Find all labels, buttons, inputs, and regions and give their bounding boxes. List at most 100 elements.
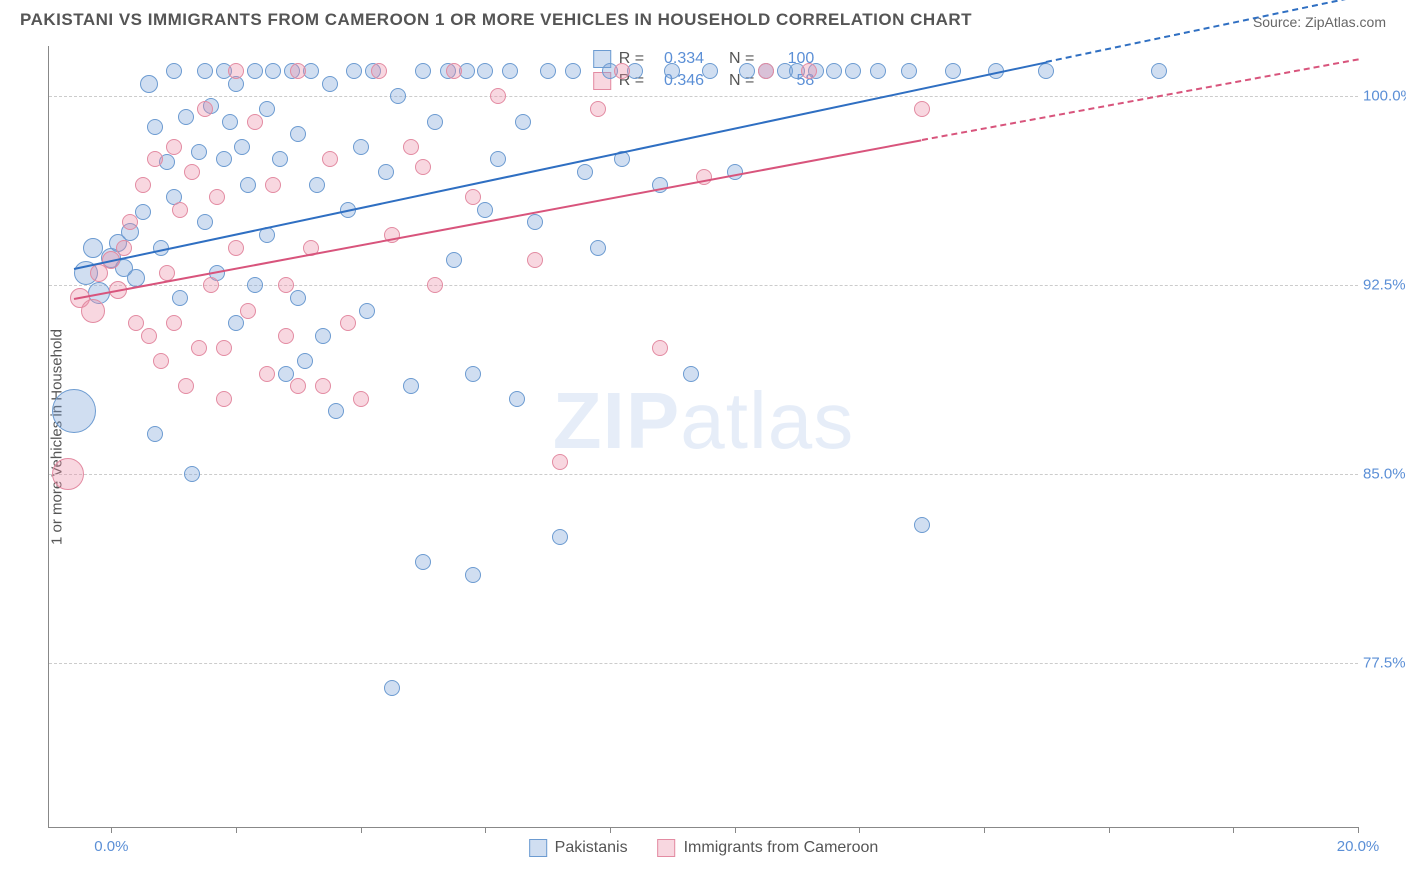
data-point bbox=[247, 114, 263, 130]
data-point bbox=[216, 391, 232, 407]
data-point bbox=[353, 391, 369, 407]
data-point bbox=[81, 299, 105, 323]
data-point bbox=[359, 303, 375, 319]
data-point bbox=[259, 366, 275, 382]
data-point bbox=[315, 328, 331, 344]
data-point bbox=[758, 63, 774, 79]
x-tick bbox=[735, 827, 736, 833]
data-point bbox=[590, 101, 606, 117]
data-point bbox=[265, 177, 281, 193]
data-point bbox=[272, 151, 288, 167]
data-point bbox=[415, 554, 431, 570]
data-point bbox=[191, 340, 207, 356]
data-point bbox=[290, 378, 306, 394]
legend-item: Pakistanis bbox=[529, 839, 628, 857]
data-point bbox=[465, 567, 481, 583]
data-point bbox=[446, 252, 462, 268]
data-point bbox=[490, 151, 506, 167]
data-point bbox=[427, 277, 443, 293]
legend-label: Pakistanis bbox=[555, 839, 628, 857]
data-point bbox=[203, 277, 219, 293]
data-point bbox=[178, 378, 194, 394]
data-point bbox=[371, 63, 387, 79]
data-point bbox=[240, 303, 256, 319]
data-point bbox=[290, 126, 306, 142]
plot-area: 1 or more Vehicles in Household ZIPatlas… bbox=[48, 46, 1358, 828]
data-point bbox=[141, 328, 157, 344]
x-tick bbox=[610, 827, 611, 833]
data-point bbox=[278, 328, 294, 344]
data-point bbox=[826, 63, 842, 79]
data-point bbox=[240, 177, 256, 193]
data-point bbox=[128, 315, 144, 331]
data-point bbox=[446, 63, 462, 79]
x-tick bbox=[1233, 827, 1234, 833]
data-point bbox=[228, 63, 244, 79]
data-point bbox=[384, 680, 400, 696]
data-point bbox=[140, 75, 158, 93]
data-point bbox=[147, 426, 163, 442]
data-point bbox=[870, 63, 886, 79]
data-point bbox=[1151, 63, 1167, 79]
y-tick-label: 85.0% bbox=[1363, 466, 1406, 483]
data-point bbox=[477, 63, 493, 79]
data-point bbox=[166, 139, 182, 155]
legend-swatch-pakistanis bbox=[529, 839, 547, 857]
legend-label: Immigrants from Cameroon bbox=[684, 839, 879, 857]
data-point bbox=[147, 151, 163, 167]
data-point bbox=[328, 403, 344, 419]
x-tick bbox=[236, 827, 237, 833]
data-point bbox=[172, 290, 188, 306]
data-point bbox=[290, 290, 306, 306]
data-point bbox=[502, 63, 518, 79]
y-tick-label: 100.0% bbox=[1363, 88, 1406, 105]
legend-series: Pakistanis Immigrants from Cameroon bbox=[529, 839, 879, 857]
data-point bbox=[247, 63, 263, 79]
data-point bbox=[1038, 63, 1054, 79]
data-point bbox=[297, 353, 313, 369]
data-point bbox=[322, 151, 338, 167]
data-point bbox=[153, 353, 169, 369]
data-point bbox=[727, 164, 743, 180]
data-point bbox=[801, 63, 817, 79]
data-point bbox=[178, 109, 194, 125]
data-point bbox=[415, 159, 431, 175]
x-tick bbox=[1358, 827, 1359, 833]
data-point bbox=[702, 63, 718, 79]
chart-title: PAKISTANI VS IMMIGRANTS FROM CAMEROON 1 … bbox=[20, 10, 972, 30]
data-point bbox=[415, 63, 431, 79]
data-point bbox=[247, 277, 263, 293]
watermark-rest: atlas bbox=[680, 376, 854, 465]
data-point bbox=[552, 454, 568, 470]
data-point bbox=[901, 63, 917, 79]
data-point bbox=[590, 240, 606, 256]
data-point bbox=[527, 214, 543, 230]
data-point bbox=[166, 63, 182, 79]
gridline bbox=[49, 285, 1358, 286]
data-point bbox=[509, 391, 525, 407]
data-point bbox=[540, 63, 556, 79]
x-tick bbox=[984, 827, 985, 833]
data-point bbox=[914, 101, 930, 117]
data-point bbox=[197, 101, 213, 117]
legend-item: Immigrants from Cameroon bbox=[658, 839, 879, 857]
data-point bbox=[209, 189, 225, 205]
x-tick bbox=[361, 827, 362, 833]
data-point bbox=[565, 63, 581, 79]
data-point bbox=[259, 101, 275, 117]
data-point bbox=[216, 340, 232, 356]
data-point bbox=[184, 466, 200, 482]
data-point bbox=[683, 366, 699, 382]
x-tick bbox=[1109, 827, 1110, 833]
data-point bbox=[52, 458, 84, 490]
x-tick bbox=[859, 827, 860, 833]
data-point bbox=[490, 88, 506, 104]
data-point bbox=[122, 214, 138, 230]
data-point bbox=[427, 114, 443, 130]
trend-line-extrapolated bbox=[921, 59, 1358, 142]
data-point bbox=[309, 177, 325, 193]
y-axis-label: 1 or more Vehicles in Household bbox=[49, 329, 66, 545]
x-tick bbox=[485, 827, 486, 833]
data-point bbox=[265, 63, 281, 79]
data-point bbox=[739, 63, 755, 79]
